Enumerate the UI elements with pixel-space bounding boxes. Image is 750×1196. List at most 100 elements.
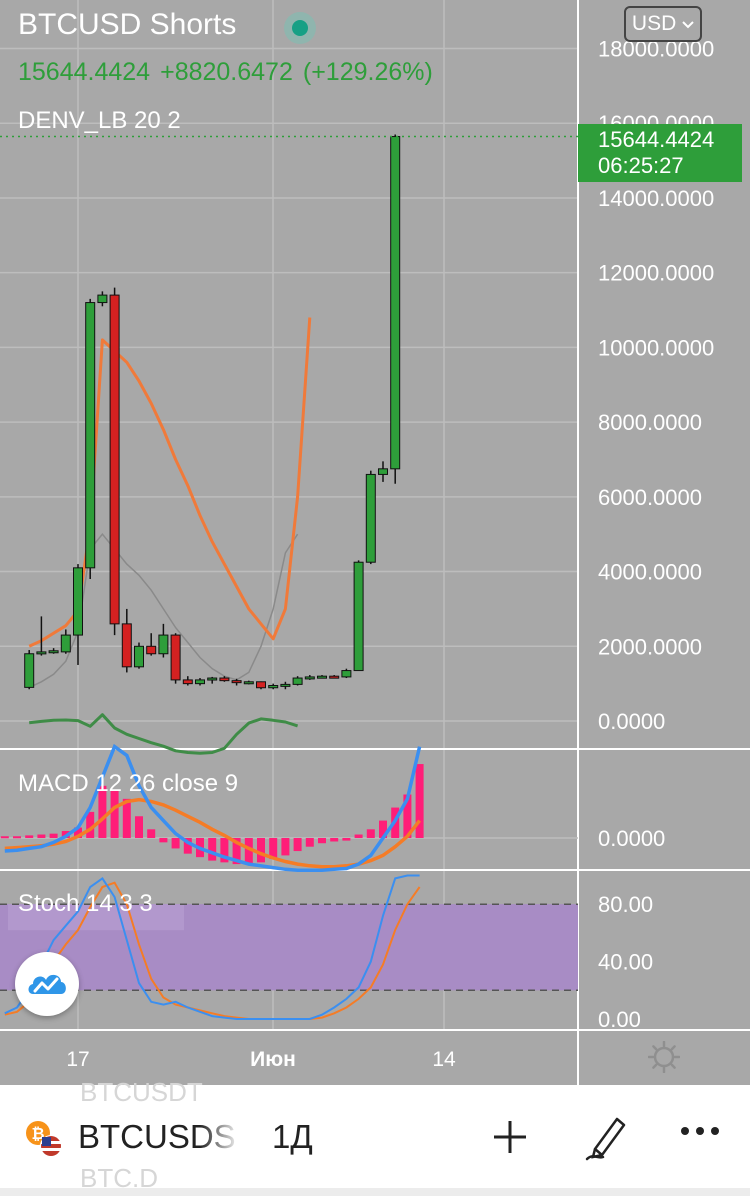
macd-histogram-bar [135,816,143,838]
macd-histogram-bar [366,829,375,838]
indicator-label-stoch[interactable]: Stoch 14 3 3 [18,890,153,917]
macd-histogram-bar [171,838,180,849]
macd-axis-label: 0.0000 [598,826,665,851]
candle-body [36,651,47,655]
price-change-percent: (+129.26%) [302,58,433,86]
indicator-label-main[interactable]: DENV_LB 20 2 [18,107,181,134]
time-axis-label: 14 [432,1048,456,1071]
macd-histogram-bar [232,838,241,865]
plus-icon[interactable] [490,1117,530,1157]
macd-pane [0,743,424,872]
candle-body [256,681,266,689]
macd-histogram-bar [208,838,217,861]
price-axis-label: 6000.0000 [598,485,702,510]
stoch-band [0,903,578,992]
macd-line [4,743,422,872]
stoch-pane [4,874,421,1020]
candle-body [170,634,181,681]
candle-body [353,561,364,672]
stoch-axis-label: 0.00 [598,1007,641,1032]
macd-histogram-bar [354,834,363,838]
macd-histogram-bar [49,833,58,838]
macd-histogram-bar [110,790,119,838]
currency-label: USD [631,12,677,35]
candle-body [195,679,205,685]
stoch-axis-label: 40.00 [598,950,653,975]
more-icon[interactable] [680,1125,720,1137]
symbol-previous[interactable]: BTCUSDT [80,1077,203,1107]
candle-body [146,645,157,655]
pen-icon[interactable] [585,1113,629,1161]
time-axis-label: 17 [66,1048,89,1071]
badge-price: 15644.4424 [598,127,715,152]
chevron-down-icon [682,21,694,29]
macd-histogram-bar [183,838,192,854]
price-axis-label: 10000.0000 [598,335,714,360]
candle-body [182,679,193,685]
macd-histogram-bar [379,820,387,838]
price-change: +8820.6472 [160,58,293,86]
candle-body [243,681,254,685]
candle-body [109,294,120,625]
candle-body [207,677,218,681]
candle-body [390,136,401,470]
candle-body [219,677,230,682]
bitcoin-usd-icon: ₿ [26,1121,62,1157]
oscillator-line [29,713,299,755]
chart-title[interactable]: BTCUSD Shorts [18,8,237,41]
macd-histogram-bar [25,835,34,838]
candle-body [304,676,315,680]
stoch-d-line [4,881,421,1020]
candle-body [280,683,291,687]
candle-body [329,675,340,679]
indicator-label-macd[interactable]: MACD 12 26 close 9 [18,770,239,797]
macd-histogram-bar [147,829,156,838]
badge-countdown: 06:25:27 [598,153,684,178]
macd-histogram-bar [403,794,412,838]
candle-body [341,670,352,678]
candle-body [268,685,279,689]
candle-body [158,634,169,655]
candle-body [73,567,83,636]
macd-histogram-bar [293,838,302,852]
price-axis-label: 4000.0000 [598,560,702,585]
macd-histogram-bar [244,838,253,865]
chart-canvas[interactable]: 18000.000016000.000014000.000012000.0000… [0,0,750,1085]
macd-histogram-bar [159,838,168,843]
candle-body [60,634,71,653]
interval-selector[interactable]: 1Д [272,1118,313,1155]
candle-body [365,473,376,563]
macd-histogram-bar [330,838,339,842]
candle-body [85,302,96,569]
svg-text:₿: ₿ [31,1124,44,1143]
settings-icon[interactable] [648,1041,680,1073]
candle-body [317,675,327,679]
macd-histogram-bar [0,836,9,839]
macd-histogram-bar [98,785,107,838]
macd-histogram-bar [269,838,278,859]
candle-body [378,468,388,475]
candle-body [48,650,59,654]
price-axis-label: 2000.0000 [598,634,702,659]
last-price-badge: 15644.4424 06:25:27 [578,124,742,182]
candle-body [134,645,144,668]
macd-histogram-bar [220,838,229,863]
macd-histogram-bar [342,838,351,841]
price-axis-label: 12000.0000 [598,261,714,286]
macd-histogram-bar [281,838,290,856]
candle-body [97,294,108,304]
currency-button[interactable]: USD [624,6,702,42]
time-axis-label: Июн [250,1048,296,1071]
stoch-label-bg [8,904,184,931]
price-pane [0,134,578,755]
price-line: 15644.4424 +8820.6472 (+129.26%) [18,58,443,87]
price-axis-label: 0.0000 [598,709,665,734]
stoch-axis-label: 80.00 [598,892,653,917]
macd-histogram-bar [318,838,326,844]
sma-line [28,317,312,648]
symbol-fade [200,1115,240,1163]
macd-histogram-bar [415,764,424,838]
tradingview-logo-button[interactable] [15,952,79,1016]
